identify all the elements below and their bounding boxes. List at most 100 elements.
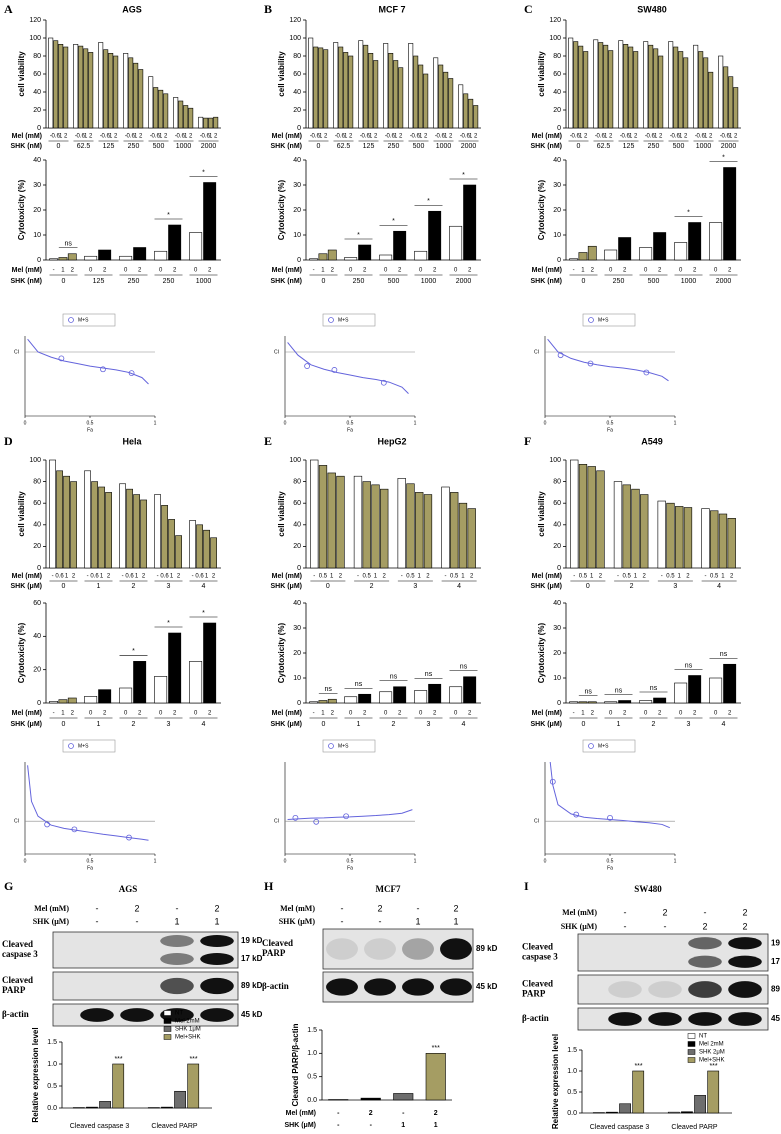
bar — [414, 690, 428, 704]
ci-point — [58, 355, 65, 362]
bar — [63, 46, 69, 129]
bar — [463, 93, 469, 129]
bar — [86, 1106, 98, 1109]
bar — [433, 57, 439, 129]
mel-label: 1 — [394, 134, 398, 140]
mel-label: 2 — [728, 711, 732, 717]
x-tick-label: 1 — [674, 420, 677, 426]
row-label: Mel (mM) — [532, 133, 562, 140]
shk-label: 4 — [457, 583, 461, 590]
bar — [154, 676, 168, 704]
shk-label: 3 — [413, 583, 417, 590]
mel-label: - — [150, 134, 152, 140]
mel-label: 0.6 — [462, 134, 471, 140]
mel-label: 0.6 — [77, 134, 86, 140]
bar — [397, 478, 406, 569]
y-tick-label: 0.0 — [47, 1105, 57, 1112]
y-tick-label: 100 — [29, 457, 41, 464]
bar — [449, 686, 463, 704]
y-tick-label: 0 — [37, 257, 41, 264]
mel-label: 2 — [212, 574, 216, 580]
bar — [48, 37, 54, 129]
bar — [458, 84, 464, 129]
blot-band — [402, 978, 434, 996]
y-tick-label: 30 — [293, 182, 301, 189]
band-label: Cleaved — [2, 939, 33, 949]
ci-point — [557, 352, 564, 359]
row-label: Mel (mM) — [272, 133, 302, 140]
condition-value: 2 — [434, 1110, 438, 1117]
shk-label: 1000 — [696, 143, 712, 150]
mel-label: - — [704, 574, 706, 580]
mel-label: 2 — [177, 574, 181, 580]
band-label: β-actin — [2, 1009, 29, 1019]
shk-label: 1000 — [436, 143, 452, 150]
bar — [98, 249, 112, 261]
mel-label: 2 — [173, 711, 177, 717]
condition-label: SHK (μM) — [279, 917, 316, 926]
mel-label: - — [720, 134, 722, 140]
bar — [203, 182, 217, 261]
mel-label: - — [573, 268, 575, 274]
ci-point — [587, 360, 594, 367]
bar — [573, 41, 579, 129]
mel-label: - — [53, 268, 55, 274]
shk-label: 0 — [62, 721, 66, 728]
legend-swatch — [687, 1057, 696, 1063]
ci-point — [44, 821, 50, 828]
legend-label: SHK 1μM — [175, 1027, 201, 1033]
mel-label: 2 — [433, 711, 437, 717]
y-axis-label: cell viability — [277, 491, 286, 537]
bar — [658, 55, 664, 129]
bar — [683, 507, 693, 569]
shk-label: 2 — [630, 583, 634, 590]
bar — [598, 42, 604, 129]
bar — [133, 661, 147, 704]
sig-label: ns — [685, 662, 693, 669]
kd-label: 19 kD — [771, 938, 781, 947]
shk-label: 0 — [577, 143, 581, 150]
bar — [313, 46, 319, 129]
y-axis-label: Cytotoxicity (%) — [17, 179, 26, 240]
kd-label: 17 kD — [241, 954, 263, 963]
y-axis-label: Cytotoxicity (%) — [17, 622, 26, 683]
mel-label: 0.6 — [672, 134, 681, 140]
y-tick-label: 80 — [553, 478, 561, 485]
bar — [393, 686, 407, 704]
shk-label: 250 — [353, 278, 365, 285]
kd-label: 89 kD — [476, 944, 498, 953]
bar — [449, 225, 463, 261]
bar — [413, 55, 419, 129]
bar — [119, 255, 133, 261]
mel-label: 0.5 — [406, 574, 415, 580]
y-axis-label: CI — [534, 818, 539, 824]
mel-label: 0 — [419, 268, 423, 274]
bar — [154, 494, 161, 569]
bar — [570, 459, 579, 569]
condition-value: - — [96, 916, 99, 926]
blot-band — [688, 937, 722, 950]
sig-label: ns — [650, 685, 658, 692]
mel-label: 2 — [214, 134, 218, 140]
shk-label: 1000 — [176, 143, 192, 150]
bar — [707, 1070, 720, 1114]
bar — [408, 43, 414, 129]
bar — [174, 1090, 186, 1109]
y-tick-label: 120 — [549, 17, 561, 24]
x-axis-label: Fa — [87, 427, 93, 433]
panel-letter: D — [4, 434, 13, 448]
blot-band — [160, 953, 194, 965]
mel-label: 0.6 — [387, 134, 396, 140]
y-tick-label: 0 — [557, 700, 561, 707]
y-axis-label: Cytotoxicity (%) — [277, 179, 286, 240]
condition-value: 2 — [377, 903, 382, 913]
bar — [578, 45, 584, 129]
shk-label: 250 — [128, 143, 140, 150]
bar — [309, 258, 319, 261]
bar — [619, 1103, 631, 1114]
y-axis-label: CI — [274, 818, 279, 824]
bar — [383, 43, 389, 129]
bar — [175, 535, 182, 569]
bar — [596, 470, 605, 569]
legend-box — [322, 313, 376, 327]
